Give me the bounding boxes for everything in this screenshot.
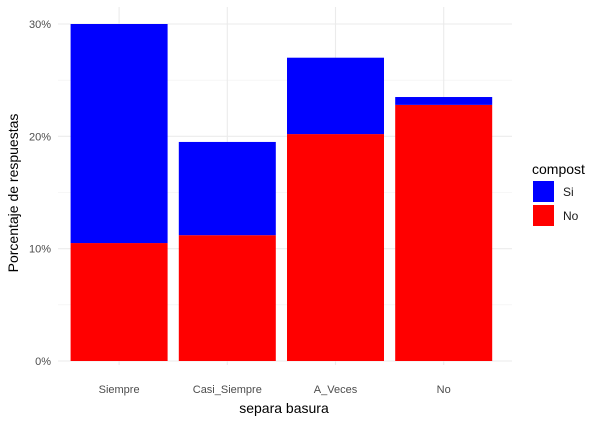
x-axis-title: separa basura <box>239 400 329 416</box>
x-tick-label: Siempre <box>99 384 140 396</box>
legend-swatch-si <box>533 181 554 202</box>
y-axis-title: Porcentaje de respuestas <box>5 114 21 273</box>
bar-si <box>395 97 493 105</box>
y-tick-label: 30% <box>29 19 51 31</box>
y-tick-label: 20% <box>29 131 51 143</box>
y-tick-label: 10% <box>29 244 51 256</box>
y-axis-ticks: 0% 10% 20% 30% <box>29 19 51 368</box>
x-tick-label: No <box>437 384 451 396</box>
legend-label-si: Si <box>563 185 574 199</box>
x-tick-label: A_Veces <box>314 384 358 396</box>
legend-label-no: No <box>563 209 579 223</box>
legend-swatch-no <box>533 205 554 226</box>
legend: compost Si No <box>532 161 585 226</box>
bar-no <box>70 243 168 361</box>
x-tick-label: Casi_Siempre <box>193 384 262 396</box>
y-tick-label: 0% <box>35 356 51 368</box>
x-axis-ticks: Siempre Casi_Siempre A_Veces No <box>99 384 451 396</box>
bars <box>70 24 493 361</box>
bar-si <box>178 141 276 236</box>
bar-no <box>287 134 384 361</box>
bar-si <box>287 57 384 135</box>
bar-si <box>70 24 168 244</box>
legend-title: compost <box>532 161 585 177</box>
bar-no <box>395 104 493 361</box>
bar-no <box>178 235 276 361</box>
